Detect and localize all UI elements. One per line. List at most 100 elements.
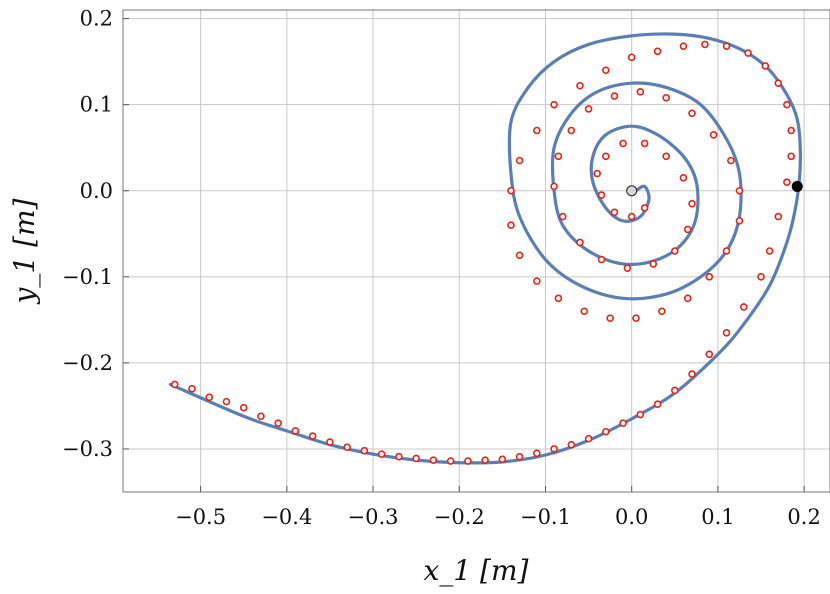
y-tick-label: −0.1 [62,265,113,289]
scatter-point [291,427,300,435]
scatter-point [683,225,692,234]
scatter-point [619,139,627,148]
scatter-point [765,247,774,255]
scatter-point [662,93,670,102]
scatter-point [709,131,718,139]
scatter-point [688,109,696,118]
y-tick-label: 0.1 [80,93,113,117]
scatter-point [597,191,606,199]
scatter-point [640,139,649,148]
scatter-point [787,152,796,161]
scatter-point [205,393,214,402]
scatter-point [632,314,640,322]
scatter-point [735,217,744,225]
scatter-point [774,212,783,221]
scatter-point [550,100,558,109]
scatter-point [636,87,645,96]
scatter-point [640,204,649,212]
scatter-point [602,427,610,436]
y-axis-label: y_1 [m] [8,198,41,305]
y-tick-labels: −0.3 −0.2 −0.1 0.0 0.1 0.2 [62,7,113,461]
scatter-point [602,152,610,161]
scatter-point [610,92,619,100]
scatter-point [653,47,662,56]
series-layer [168,32,802,465]
scatter-point [619,419,627,427]
scatter-point [649,260,658,268]
scatter-point [701,40,709,49]
scatter-point [787,126,796,135]
scatter-point [580,307,589,316]
scatter-point [757,273,765,281]
trajectory-line [168,32,802,465]
scatter-point [274,419,282,427]
scatter-point [658,307,666,316]
scatter-point [783,100,791,109]
scatter-point [550,445,558,453]
scatter-point [554,294,563,303]
scatter-point [727,156,735,165]
scatter-point [705,350,714,359]
scatter-point [783,178,791,186]
origin-marker [626,185,638,197]
scatter-point [679,42,688,50]
scatter-point [593,169,602,178]
y-tick-label: −0.3 [62,437,113,461]
scatter-point [222,397,231,406]
scatter-point [602,66,610,75]
scatter-point [610,208,619,217]
scatter-point [308,432,317,440]
scatter-point [761,62,770,70]
scatter-point [584,434,593,443]
scatter-point [722,247,731,255]
start-marker [791,180,803,192]
scatter-point [774,79,783,87]
scatter-point [533,277,541,285]
scatter-point [257,412,265,421]
scatter-point [683,294,692,303]
y-tick-label: 0.0 [80,179,113,203]
scatter-point [343,443,351,452]
x-tick-label: −0.1 [520,505,571,529]
scatter-point [627,212,636,221]
scatter-point [326,438,334,446]
scatter-point [739,303,748,311]
scatter-point [576,81,584,90]
scatter-point [735,186,744,195]
scatter-point [662,152,670,161]
scatter-point [412,454,420,463]
x-tick-label: 0.2 [787,505,820,529]
scatter-point [515,251,524,260]
scatter-point [584,105,593,113]
x-tick-label: 0.1 [701,505,734,529]
scatter-point [567,126,576,135]
x-tick-labels: −0.5 −0.4 −0.3 −0.2 −0.1 0.0 0.1 0.2 [175,505,821,529]
scatter-point [533,126,541,135]
scatter-point [464,457,472,465]
scatter-point [653,400,662,409]
scatter-point [360,446,369,455]
scatter-point [623,264,632,273]
x-tick-label: −0.5 [175,505,226,529]
scatter-point [722,328,731,337]
x-tick-label: −0.2 [434,505,485,529]
scatter-point [705,273,714,281]
plot-frame [122,9,830,493]
scatter-point [606,314,614,322]
scatter-point [429,456,438,464]
scatter-point [481,456,489,464]
scatter-point [515,452,524,461]
scatter-point [679,174,688,182]
scatter-point [395,452,403,461]
scatter-point [567,440,576,449]
scatter-point [597,255,606,264]
grid [123,10,830,492]
scatter-point [170,380,179,389]
scatter-point [671,247,679,255]
marker-layer [626,180,803,197]
scatter-point [239,403,248,412]
scatter-point [446,457,455,465]
scatter-point [533,449,541,458]
x-tick-label: 0.0 [615,505,648,529]
